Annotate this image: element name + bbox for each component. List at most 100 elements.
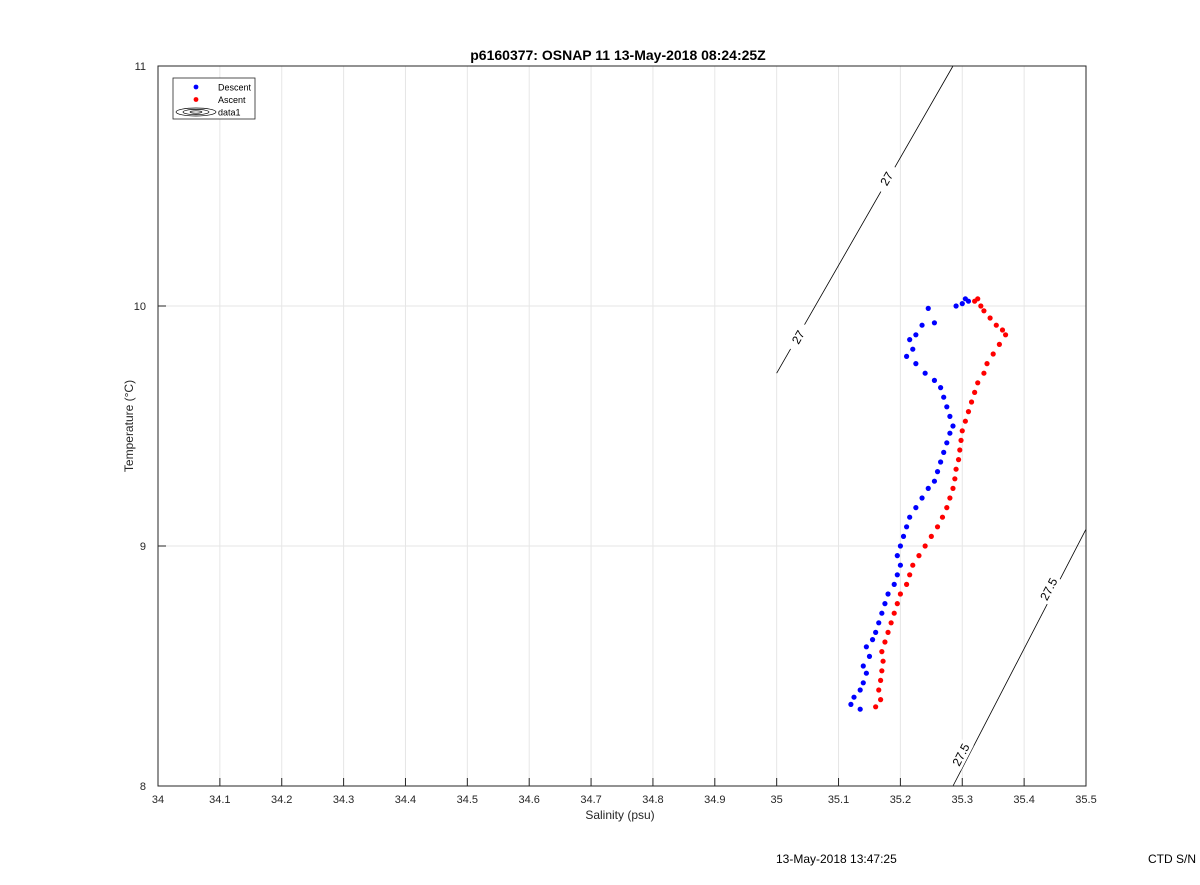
data-point (860, 680, 866, 686)
data-point (869, 637, 876, 643)
data-point (878, 697, 884, 703)
data-point (897, 591, 904, 597)
x-tick-label: 35.5 (1075, 794, 1096, 806)
legend-box (172, 77, 256, 120)
data-point (931, 478, 938, 484)
series-descent (848, 296, 972, 712)
data-point (957, 447, 963, 453)
data-point (996, 341, 1002, 347)
data-point (955, 457, 962, 463)
x-axis-label: Salinity (psu) (585, 808, 654, 822)
data-point (968, 399, 975, 405)
data-point (953, 466, 959, 472)
data-point (919, 495, 925, 501)
data-point (894, 601, 900, 607)
data-point (879, 649, 885, 655)
x-tick-label: 34.1 (209, 794, 230, 806)
data-point (848, 701, 854, 708)
data-point (897, 543, 904, 549)
data-point (878, 677, 884, 684)
data-point (938, 385, 944, 391)
x-tick-label: 35.1 (828, 794, 849, 806)
data-point (903, 353, 910, 359)
data-point (919, 322, 925, 328)
legend-contour-marker (175, 107, 217, 117)
data-point (959, 428, 965, 434)
data-point (975, 296, 981, 302)
data-point (941, 394, 947, 400)
y-axis: 8 9 10 11 (134, 61, 166, 793)
x-tick-label: 34 (152, 794, 164, 806)
data-point (947, 430, 953, 436)
plot-area-frame (157, 65, 1087, 787)
y-tick-label: 8 (140, 781, 146, 793)
isopycnal-line (776, 65, 954, 374)
data-point (885, 629, 891, 636)
data-point (944, 440, 950, 446)
legend-label: data1 (218, 108, 241, 118)
data-point (953, 303, 959, 309)
data-point (916, 553, 922, 559)
data-point (952, 476, 958, 482)
data-point (993, 322, 999, 328)
data-point (907, 572, 913, 578)
data-point (939, 514, 946, 520)
data-point (876, 687, 882, 693)
legend-label: Ascent (218, 95, 246, 105)
data-point (934, 469, 941, 475)
data-point (913, 361, 919, 367)
data-point (910, 562, 916, 568)
legend-contour-marker (189, 110, 203, 114)
data-point (863, 670, 869, 676)
isopycnal-label: 27 (789, 328, 808, 347)
data-point (947, 413, 953, 419)
data-point (925, 305, 931, 311)
data-point (950, 423, 956, 429)
isopycnal-label: 27 (877, 169, 896, 188)
data-point (910, 346, 916, 352)
data-point (857, 687, 863, 693)
series-ascent (873, 296, 1009, 710)
data-point (851, 694, 857, 700)
legend-marker (193, 97, 199, 102)
data-point (873, 704, 879, 710)
data-point (880, 658, 886, 664)
legend-label: Descent (218, 83, 252, 93)
data-point (987, 315, 993, 321)
x-tick-label: 34.5 (457, 794, 478, 806)
x-tick-label: 34.8 (642, 794, 663, 806)
x-tick-label: 34.7 (580, 794, 601, 806)
data-point (931, 320, 938, 326)
isopycnal-label-bg (785, 321, 812, 353)
data-point (941, 449, 947, 455)
data-point (928, 533, 934, 540)
data-point (950, 485, 956, 491)
data-point (913, 505, 919, 511)
data-point (962, 418, 968, 424)
data-point (972, 389, 978, 395)
data-point (885, 591, 891, 597)
data-point (891, 581, 897, 588)
data-point (978, 303, 984, 309)
data-point (882, 639, 888, 645)
data-point (981, 370, 987, 376)
data-point (903, 581, 910, 588)
y-tick-label: 10 (134, 301, 146, 313)
data-point (894, 553, 900, 559)
data-point (894, 572, 900, 578)
data-point (922, 370, 928, 376)
legend-marker (193, 84, 199, 90)
data-point (879, 610, 885, 616)
footer-timestamp: 13-May-2018 13:47:25 (776, 852, 897, 866)
data-point (947, 495, 953, 501)
y-tick-label: 9 (140, 541, 146, 553)
x-tick-label: 35.4 (1013, 794, 1034, 806)
x-tick-label: 34.9 (704, 794, 725, 806)
data-point (975, 380, 981, 386)
isopycnal-line (952, 529, 1087, 787)
data-point (903, 524, 910, 530)
data-point (958, 437, 964, 443)
data-point (900, 533, 907, 540)
